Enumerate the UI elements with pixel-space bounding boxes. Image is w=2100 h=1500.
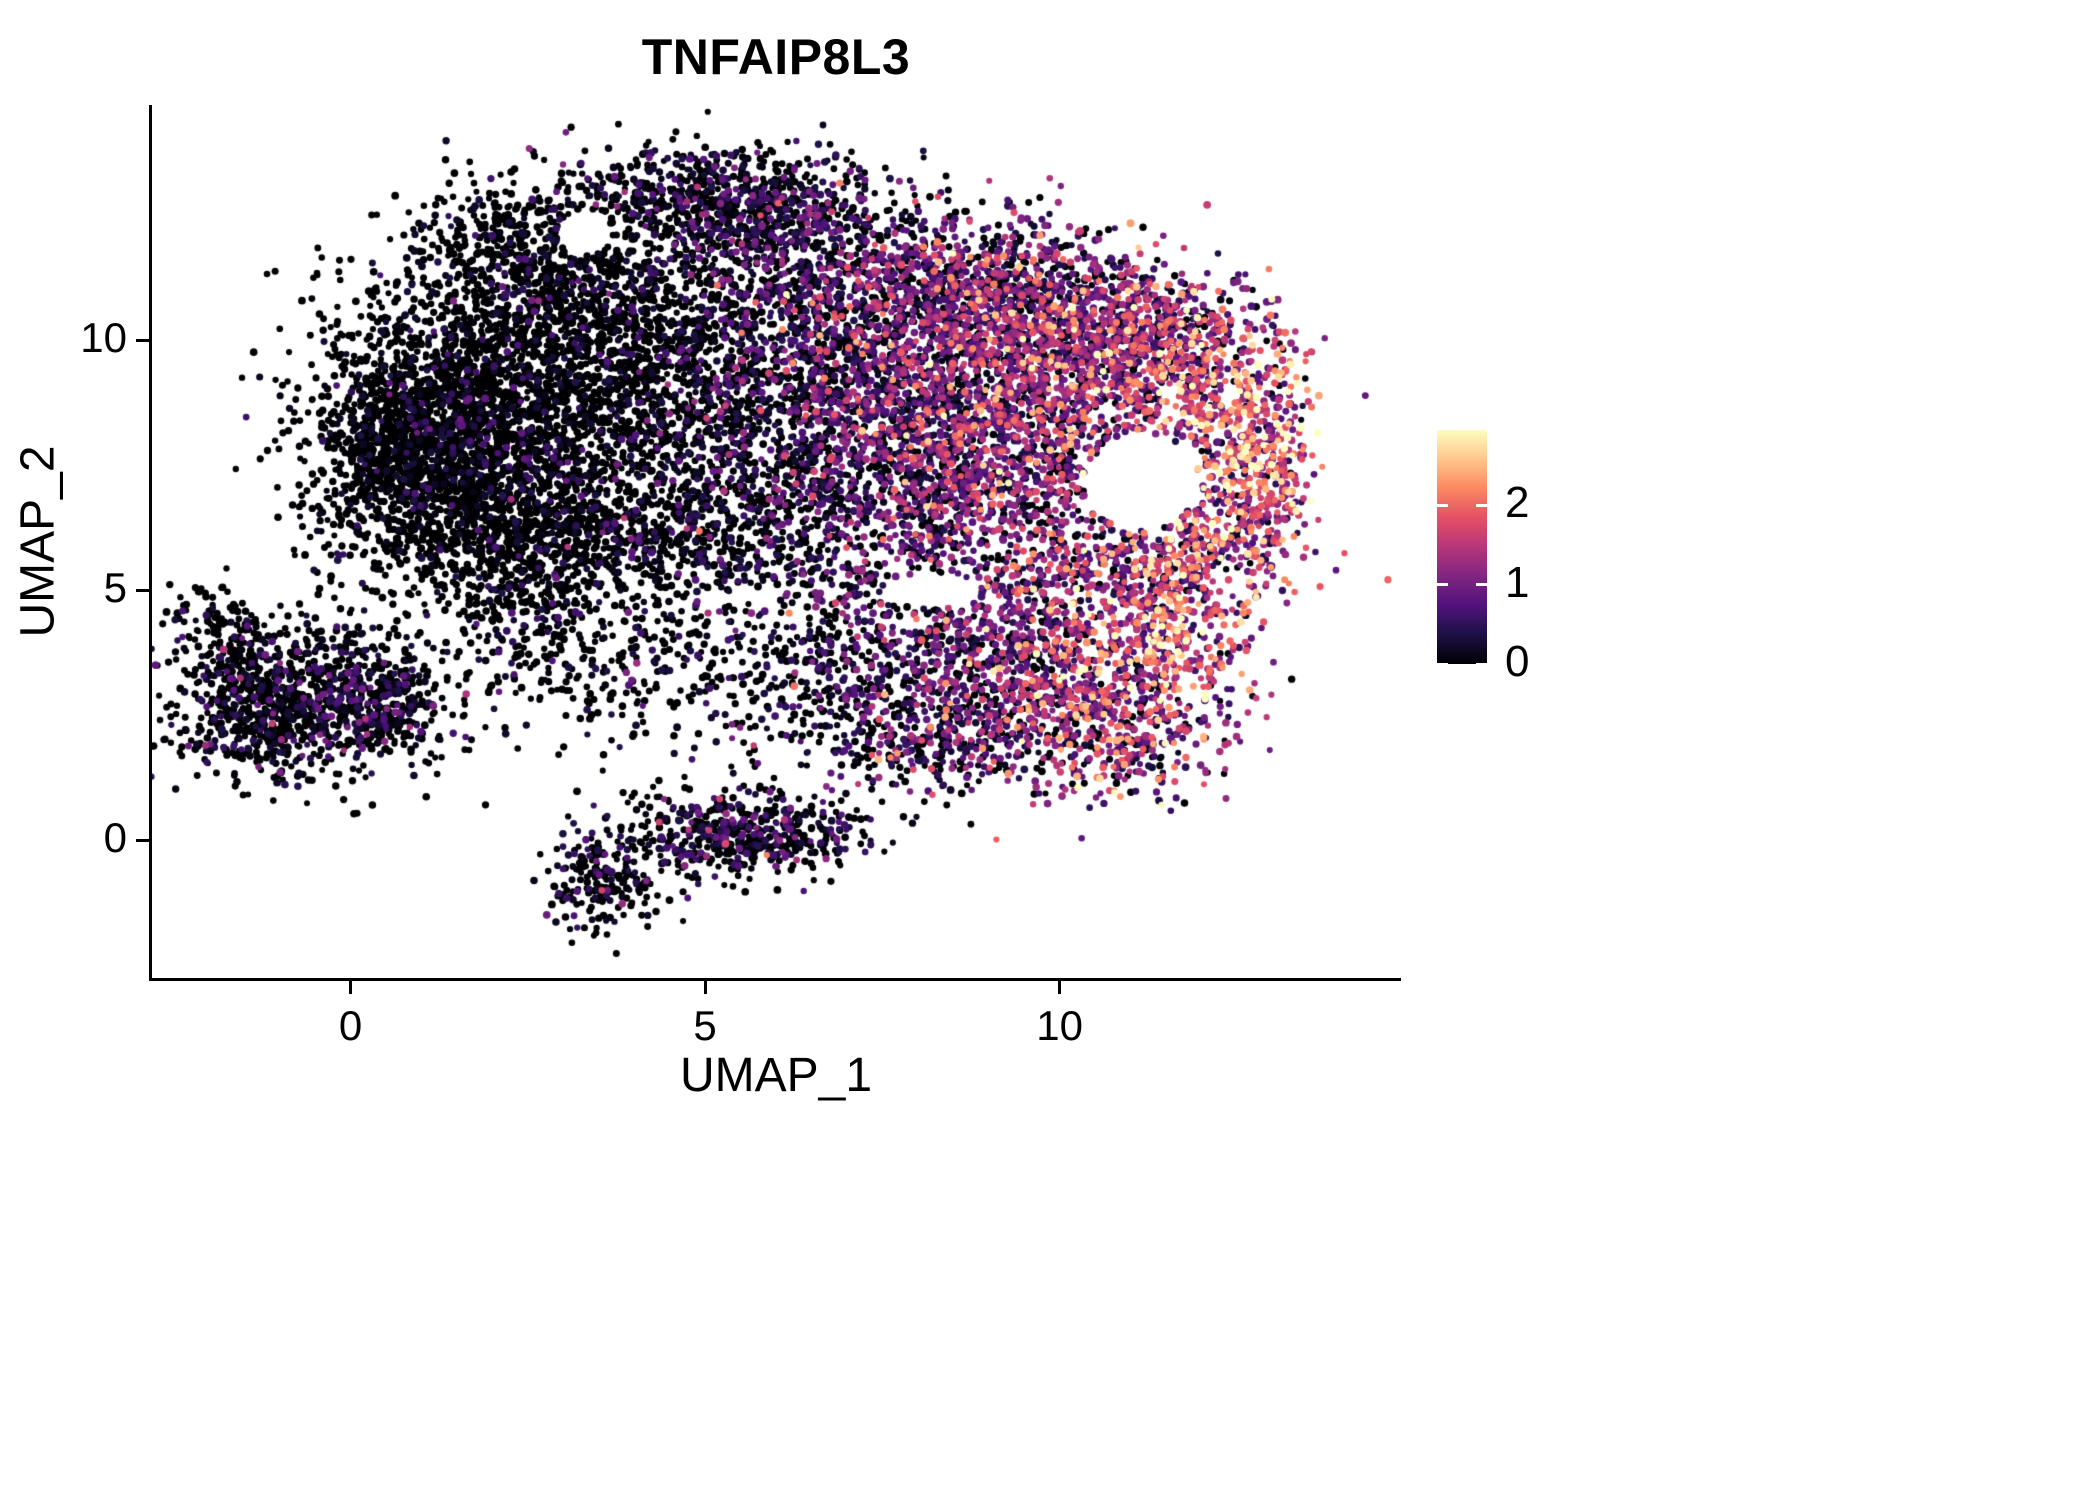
x-axis-line [149,978,1401,981]
y-axis-line [149,105,152,981]
y-axis-tick-mark [136,338,149,342]
y-axis-title-text: UMAP_2 [11,445,65,638]
chart-title: TNFAIP8L3 [641,29,911,85]
x-axis-tick-mark [349,981,353,994]
x-tick-label: 10 [1036,1002,1083,1049]
x-tick-label: 5 [693,1002,717,1049]
colorbar-gradient [1437,430,1487,664]
y-tick-label: 0 [103,814,127,862]
colorbar-tick-label: 0 [1505,637,1530,686]
x-axis-title: UMAP_1 [679,1049,873,1102]
y-axis-title: UMAP_2 [6,105,70,978]
y-tick-label: 10 [80,314,127,362]
x-axis-tick-mark [1058,981,1062,994]
x-axis-tick-mark [703,981,707,994]
colorbar [1437,430,1487,666]
colorbar-tick-label: 2 [1505,478,1530,528]
y-tick-label: 5 [103,564,127,612]
y-axis-tick-mark [136,838,149,842]
scatter-points-canvas [152,105,1400,978]
x-tick-label: 0 [338,1002,363,1049]
y-axis-tick-mark [136,588,149,592]
colorbar-tick-label: 1 [1505,557,1530,607]
